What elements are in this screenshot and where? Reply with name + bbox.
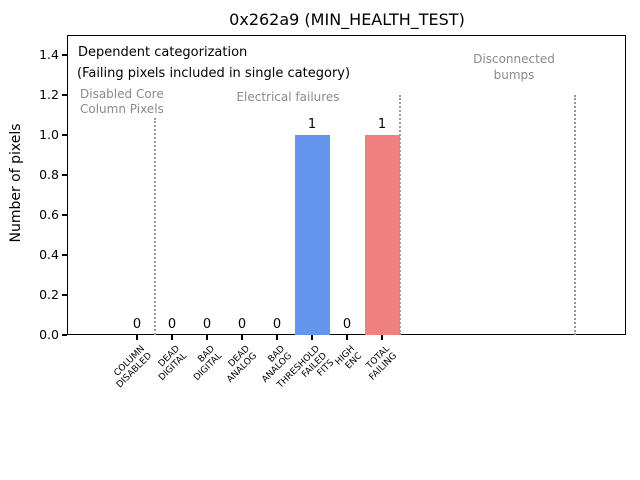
- y-axis-tick-mark: [62, 334, 67, 336]
- y-axis-tick-label: 0.0: [39, 327, 59, 342]
- bar-value-label: 1: [377, 117, 387, 132]
- y-axis-tick-mark: [62, 134, 67, 136]
- x-axis-tick-mark: [311, 335, 313, 340]
- y-axis-tick-mark: [62, 94, 67, 96]
- plot-area: [67, 35, 626, 335]
- annotation-section-disconnected-bumps: Disconnected bumps: [473, 52, 555, 82]
- bar-value-label: 0: [342, 317, 352, 332]
- x-axis-tick-mark: [241, 335, 243, 340]
- bar-value-label: 0: [237, 317, 247, 332]
- chart-title: 0x262a9 (MIN_HEALTH_TEST): [229, 10, 465, 29]
- bar: [294, 135, 330, 335]
- bar: [364, 135, 400, 335]
- y-axis-tick-label: 1.0: [39, 127, 59, 142]
- bar-value-label: 1: [307, 117, 317, 132]
- y-axis-tick-label: 0.4: [39, 247, 59, 262]
- bar-value-label: 0: [202, 317, 212, 332]
- bar-value-label: 0: [272, 317, 282, 332]
- x-axis-tick-mark: [206, 335, 208, 340]
- section-separator-line: [398, 95, 401, 335]
- bar-value-label: 0: [167, 317, 177, 332]
- annotation-dependent-categorization: Dependent categorization: [78, 45, 248, 60]
- section-separator-line: [153, 118, 156, 335]
- y-axis-tick-label: 0.2: [39, 287, 59, 302]
- y-axis-tick-mark: [62, 174, 67, 176]
- x-axis-tick-mark: [381, 335, 383, 340]
- x-axis-tick-mark: [276, 335, 278, 340]
- y-axis-tick-label: 0.6: [39, 207, 59, 222]
- y-axis-tick-label: 1.2: [39, 87, 59, 102]
- annotation-failing-pixels-note: (Failing pixels included in single categ…: [77, 66, 351, 81]
- section-separator-line: [573, 95, 576, 335]
- y-axis-tick-label: 0.8: [39, 167, 59, 182]
- x-axis-tick-mark: [171, 335, 173, 340]
- y-axis-tick-label: 1.4: [39, 47, 59, 62]
- annotation-section-disabled-core-column-pixels: Disabled Core Column Pixels: [80, 87, 164, 116]
- y-axis-tick-mark: [62, 214, 67, 216]
- bar-value-label: 0: [132, 317, 142, 332]
- annotation-section-electrical-failures: Electrical failures: [236, 90, 340, 104]
- y-axis-tick-mark: [62, 294, 67, 296]
- x-axis-tick-mark: [136, 335, 138, 340]
- y-axis-tick-mark: [62, 254, 67, 256]
- y-axis-tick-mark: [62, 54, 67, 56]
- x-axis-tick-mark: [346, 335, 348, 340]
